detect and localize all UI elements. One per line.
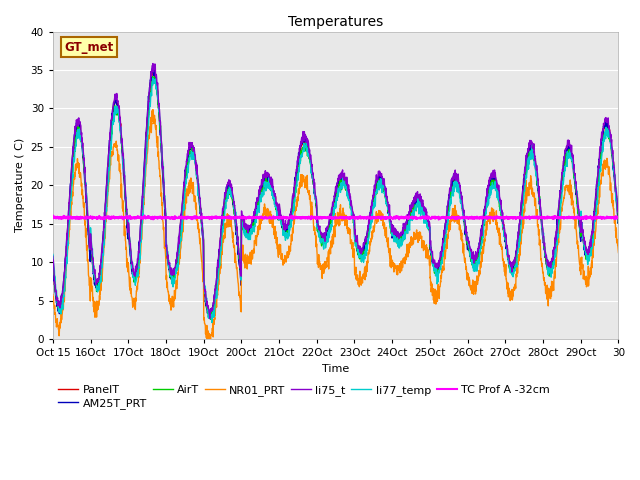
- li75_t: [365, 216, 372, 221]
- TC Prof A -32cm: [207, 215, 214, 221]
- AM25T_PRT: [614, 219, 622, 225]
- AirT: [581, 242, 589, 248]
- li75_t: [500, 226, 508, 231]
- li77_temp: [565, 153, 573, 159]
- NR01_PRT: [353, 272, 360, 278]
- TC Prof A -32cm: [141, 213, 148, 218]
- AM25T_PRT: [581, 246, 589, 252]
- PanelT: [207, 310, 215, 316]
- li77_temp: [581, 248, 589, 253]
- li75_t: [207, 306, 215, 312]
- AirT: [207, 313, 215, 319]
- TC Prof A -32cm: [435, 216, 443, 222]
- AM25T_PRT: [49, 265, 57, 271]
- NR01_PRT: [581, 276, 589, 282]
- AM25T_PRT: [149, 63, 157, 69]
- NR01_PRT: [149, 107, 157, 112]
- li77_temp: [614, 210, 622, 216]
- TC Prof A -32cm: [581, 214, 589, 219]
- AirT: [500, 232, 508, 238]
- li77_temp: [500, 231, 508, 237]
- NR01_PRT: [500, 269, 508, 275]
- Title: Temperatures: Temperatures: [288, 15, 383, 29]
- NR01_PRT: [365, 251, 372, 257]
- Text: GT_met: GT_met: [64, 41, 113, 54]
- PanelT: [353, 240, 360, 246]
- AM25T_PRT: [207, 314, 215, 320]
- li77_temp: [149, 75, 157, 81]
- li77_temp: [207, 313, 214, 319]
- AirT: [353, 244, 360, 250]
- Legend: PanelT, AM25T_PRT, AirT, NR01_PRT, li75_t, li77_temp, TC Prof A -32cm: PanelT, AM25T_PRT, AirT, NR01_PRT, li75_…: [58, 384, 550, 409]
- PanelT: [365, 223, 372, 229]
- AirT: [614, 220, 622, 226]
- PanelT: [581, 244, 589, 250]
- Line: AM25T_PRT: AM25T_PRT: [53, 66, 618, 319]
- AM25T_PRT: [353, 243, 360, 249]
- TC Prof A -32cm: [500, 216, 508, 221]
- NR01_PRT: [614, 250, 622, 255]
- li75_t: [353, 237, 360, 242]
- PanelT: [49, 260, 57, 265]
- PanelT: [500, 232, 508, 238]
- li75_t: [149, 60, 157, 66]
- NR01_PRT: [565, 183, 573, 189]
- PanelT: [614, 214, 622, 220]
- TC Prof A -32cm: [614, 215, 622, 221]
- X-axis label: Time: Time: [322, 364, 349, 374]
- TC Prof A -32cm: [49, 213, 57, 218]
- Line: li75_t: li75_t: [53, 63, 618, 318]
- AirT: [365, 232, 372, 238]
- TC Prof A -32cm: [565, 214, 573, 219]
- li77_temp: [208, 320, 216, 325]
- AirT: [149, 74, 157, 80]
- li75_t: [614, 211, 622, 217]
- li77_temp: [353, 238, 360, 244]
- AirT: [49, 258, 57, 264]
- AirT: [565, 150, 573, 156]
- li75_t: [49, 253, 57, 259]
- Line: PanelT: PanelT: [53, 69, 618, 318]
- li77_temp: [365, 236, 372, 241]
- Line: li77_temp: li77_temp: [53, 78, 618, 323]
- li75_t: [206, 315, 214, 321]
- AM25T_PRT: [565, 143, 573, 148]
- NR01_PRT: [206, 339, 214, 345]
- Line: AirT: AirT: [53, 77, 618, 319]
- AM25T_PRT: [500, 234, 508, 240]
- AM25T_PRT: [205, 316, 213, 322]
- AirT: [207, 316, 214, 322]
- NR01_PRT: [207, 333, 215, 338]
- Y-axis label: Temperature ( C): Temperature ( C): [15, 138, 25, 232]
- li77_temp: [49, 252, 57, 257]
- PanelT: [565, 147, 573, 153]
- AM25T_PRT: [365, 223, 372, 229]
- PanelT: [150, 66, 158, 72]
- PanelT: [206, 315, 214, 321]
- Line: NR01_PRT: NR01_PRT: [53, 109, 618, 342]
- li75_t: [581, 240, 589, 246]
- li75_t: [565, 138, 573, 144]
- NR01_PRT: [49, 292, 57, 298]
- Line: TC Prof A -32cm: TC Prof A -32cm: [53, 216, 618, 219]
- TC Prof A -32cm: [353, 215, 360, 220]
- TC Prof A -32cm: [365, 215, 372, 220]
